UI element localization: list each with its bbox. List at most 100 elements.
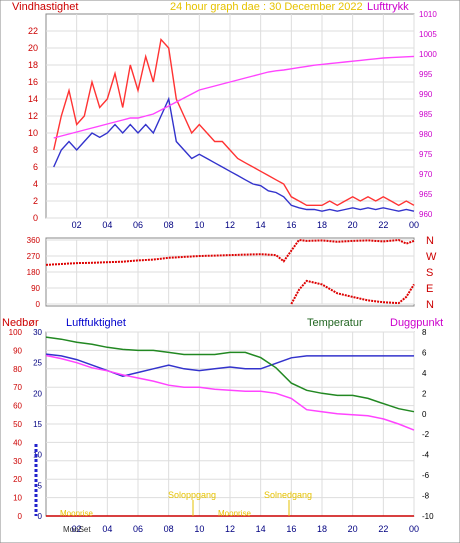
climate-time-label-9: 20 xyxy=(348,524,358,534)
temp-tick-label-7: 4 xyxy=(422,369,427,378)
humidity-tick-label-5: 50 xyxy=(13,420,22,429)
sunset-label: Solnedgang xyxy=(264,490,312,500)
climate-time-label-4: 10 xyxy=(194,524,204,534)
compass-label-2: S xyxy=(426,267,433,279)
wind-tick-label-10: 20 xyxy=(28,43,38,53)
wind-tick-label-3: 6 xyxy=(33,162,38,172)
wind-avg-line xyxy=(53,96,415,212)
wind-tick-label-1: 2 xyxy=(33,196,38,206)
direction-tick-label-1: 90 xyxy=(31,284,40,293)
humidity-tick-label-6: 60 xyxy=(13,402,22,411)
temp-tick-label-4: -2 xyxy=(422,430,430,439)
wind-panel-time-axis: 02 04 06 08 10 12 14 16 18 20 22 00 xyxy=(72,220,419,230)
graph-title: 24 hour graph dae : 30 December 2022 xyxy=(170,1,363,13)
pressure-tick-label-9: 1005 xyxy=(419,30,437,39)
pressure-tick-label-10: 1010 xyxy=(419,10,437,19)
dewpoint-line xyxy=(45,354,415,431)
wind-tick-label-5: 10 xyxy=(28,128,38,138)
wind-time-label-9: 20 xyxy=(348,220,358,230)
temperature-line xyxy=(45,336,415,413)
humidity-label: Luftfuktighet xyxy=(66,317,126,329)
direction-panel-series xyxy=(45,238,415,305)
wind-time-label-5: 12 xyxy=(225,220,235,230)
wind-tick-label-6: 12 xyxy=(28,111,38,121)
pressure-axis: 960 965 970 975 980 985 990 995 1000 1005 1010 xyxy=(419,10,437,219)
humidity-tick-label-7: 70 xyxy=(13,383,22,392)
wind-direction-series-1 xyxy=(290,279,415,305)
humidity-tick-label-8: 80 xyxy=(13,365,22,374)
precip-label: Nedbør xyxy=(2,317,39,329)
compass-label-1: E xyxy=(426,283,433,295)
direction-degree-axis: 0 90 180 270 360 xyxy=(27,236,41,309)
pressure-tick-label-0: 960 xyxy=(419,210,433,219)
climate-time-label-0: 02 xyxy=(72,524,82,534)
pressure-tick-label-7: 995 xyxy=(419,70,433,79)
temp-tick-label-3: -4 xyxy=(422,451,430,460)
precip-tick-label-4: 20 xyxy=(33,389,42,398)
climate-time-label-11: 00 xyxy=(409,524,419,534)
humidity-tick-label-1: 10 xyxy=(13,494,22,503)
wind-time-label-3: 08 xyxy=(164,220,174,230)
wind-tick-label-4: 8 xyxy=(33,145,38,155)
temp-tick-label-1: -8 xyxy=(422,492,430,501)
direction-tick-label-4: 360 xyxy=(27,236,41,245)
wind-time-label-1: 04 xyxy=(102,220,112,230)
sunrise-marker: Soloppgang xyxy=(168,490,216,516)
wind-tick-label-11: 22 xyxy=(28,26,38,36)
sunset-marker: Solnedgang xyxy=(264,490,312,516)
wind-tick-label-8: 16 xyxy=(28,77,38,87)
wind-label: Vindhastighet xyxy=(12,1,78,13)
humidity-tick-label-2: 20 xyxy=(13,475,22,484)
climate-time-label-1: 04 xyxy=(102,524,112,534)
wind-tick-label-2: 4 xyxy=(33,179,38,189)
compass-label-3: W xyxy=(426,251,437,263)
wind-tick-label-9: 18 xyxy=(28,60,38,70)
pressure-label: Lufttrykk xyxy=(367,1,409,13)
wind-gust-line xyxy=(53,37,415,207)
climate-time-label-2: 06 xyxy=(133,524,143,534)
pressure-tick-label-4: 980 xyxy=(419,130,433,139)
temp-tick-label-8: 6 xyxy=(422,348,427,357)
wind-panel-series xyxy=(53,37,415,212)
wind-time-label-7: 16 xyxy=(286,220,296,230)
climate-panel-series xyxy=(45,336,415,517)
climate-panel-grid xyxy=(46,331,415,517)
climate-panel-axes: 0102030405060708090100051015202530-10-8-… xyxy=(9,328,434,521)
moonset-label: MooSet xyxy=(63,525,91,534)
climate-time-label-8: 18 xyxy=(317,524,327,534)
temp-tick-label-9: 8 xyxy=(422,328,427,337)
compass-label-0: N xyxy=(426,299,434,311)
direction-tick-label-2: 180 xyxy=(27,268,41,277)
pressure-tick-label-3: 975 xyxy=(419,150,433,159)
precip-tick-label-3: 15 xyxy=(33,420,42,429)
temp-tick-label-2: -6 xyxy=(422,471,430,480)
wind-time-label-0: 02 xyxy=(72,220,82,230)
temp-tick-label-6: 2 xyxy=(422,389,427,398)
dew-label: Duggpunkt xyxy=(390,317,443,329)
pressure-tick-label-2: 970 xyxy=(419,170,433,179)
temp-label: Temperatur xyxy=(307,317,363,329)
climate-time-label-10: 22 xyxy=(378,524,388,534)
wind-time-label-6: 14 xyxy=(256,220,266,230)
wind-time-label-2: 06 xyxy=(133,220,143,230)
direction-panel-grid xyxy=(46,239,415,305)
climate-time-label-7: 16 xyxy=(286,524,296,534)
sunrise-label: Soloppgang xyxy=(168,490,216,500)
precip-tick-label-2: 10 xyxy=(33,451,42,460)
temp-tick-label-5: 0 xyxy=(422,410,427,419)
climate-time-label-3: 08 xyxy=(164,524,174,534)
wind-time-label-4: 10 xyxy=(194,220,204,230)
climate-time-label-6: 14 xyxy=(256,524,266,534)
wind-panel-grid xyxy=(46,14,415,219)
precip-tick-label-5: 25 xyxy=(33,359,42,368)
direction-tick-label-0: 0 xyxy=(36,300,41,309)
wind-time-label-11: 00 xyxy=(409,220,419,230)
humidity-tick-label-0: 0 xyxy=(18,512,23,521)
humidity-tick-label-10: 100 xyxy=(9,328,23,337)
climate-time-label-5: 12 xyxy=(225,524,235,534)
wind-speed-axis: 0 2 4 6 8 10 12 14 16 18 20 22 xyxy=(28,26,38,223)
pressure-line xyxy=(53,55,415,139)
humidity-tick-label-3: 30 xyxy=(13,457,22,466)
